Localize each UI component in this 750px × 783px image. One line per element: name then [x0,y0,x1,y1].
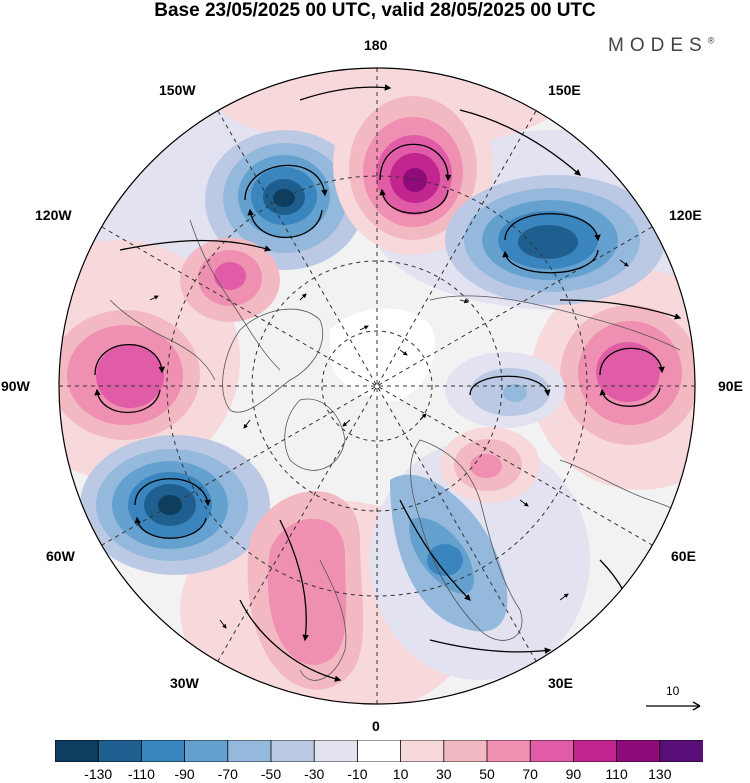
colorbar-tick-label: -70 [217,766,238,782]
colorbar-tick-label: 110 [605,766,628,782]
anomaly-high-180 [333,75,493,255]
lon-label-120e: 120E [669,207,702,223]
wind-vectors [149,259,629,629]
modes-logo: MODES® [608,35,714,57]
lon-label-30e: 30E [548,675,573,691]
anomaly-high-110W [180,238,280,322]
colorbar-tick-label: 10 [392,766,409,782]
colorbar-swatch [97,740,143,762]
anomaly-low-60W [80,435,270,575]
anomaly-high-90E [560,305,695,445]
colorbar-tick-labels: -130 -110 -90 -70 -50 -30 -10 10 30 50 70 90 110 130 [0,766,750,783]
lon-label-180: 180 [364,37,388,53]
colorbar-tick-label: -10 [347,766,368,782]
colorbar-swatch [227,740,272,762]
lon-label-150e: 150E [548,82,581,98]
lon-label-150w: 150W [159,82,196,98]
reference-vector-label: 10 [666,684,680,698]
colorbar-swatch [356,740,402,762]
colorbar-tick-label: 130 [648,766,672,782]
colorbar [55,740,703,762]
anomaly-high-20W [247,491,364,690]
colorbar-swatch [270,740,316,762]
brand-text: MODES [608,35,708,56]
colorbar-swatch [55,740,100,762]
colorbar-swatch [486,740,532,762]
colorbar-tick-label: -50 [260,766,282,782]
lon-label-30w: 30W [170,675,199,691]
colorbar-swatch [141,740,186,762]
wind-streamlines [94,84,682,682]
lon-label-90w: 90W [1,378,30,394]
registered-mark: ® [707,35,715,46]
anomaly-low-80E [445,352,565,428]
map-title: Base 23/05/2025 00 UTC, valid 28/05/2025… [154,0,596,21]
colorbar-swatch [659,740,703,762]
colorbar-swatch [443,740,488,762]
colorbar-tick-label: 30 [436,766,452,782]
colorbar-tick-label: 70 [522,766,538,782]
graticule [59,68,695,704]
colorbar-tick-label: -110 [127,766,155,782]
colorbar-swatch [184,740,229,762]
lon-label-120w: 120W [35,207,72,223]
colorbar-tick-label: -90 [174,766,195,782]
anomaly-low-130E [445,175,665,305]
colorbar-tick-label: 90 [565,766,582,782]
anomaly-low-150W [205,130,365,270]
map-field [59,68,695,704]
colorbar-swatch [573,740,618,762]
lon-label-90e: 90E [718,378,743,394]
colorbar-swatch [529,740,575,762]
anomaly-high-60E [440,427,540,503]
colorbar-swatch [400,740,445,762]
lon-label-60w: 60W [46,548,75,564]
pole-region [330,308,436,401]
lon-label-0: 0 [372,718,380,734]
map-boundary [58,67,696,705]
colorbar-swatch [313,740,359,762]
colorbar-swatch [616,740,661,762]
coastlines [109,219,695,681]
lon-label-60e: 60E [671,548,696,564]
anomaly-high-90W [59,310,200,440]
anomaly-low-25E [390,474,508,632]
colorbar-tick-label: 50 [479,766,495,782]
colorbar-tick-label: -30 [304,766,325,782]
colorbar-tick-label: -130 [84,766,113,782]
reference-vector-arrow [646,701,701,711]
